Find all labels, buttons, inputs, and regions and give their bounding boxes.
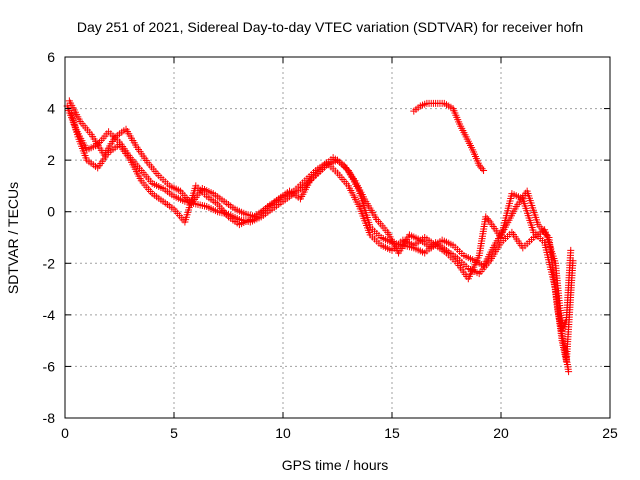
data-point xyxy=(565,368,573,376)
chart-title: Day 251 of 2021, Sidereal Day-to-day VTE… xyxy=(77,19,583,35)
data-point xyxy=(480,166,488,174)
x-tick-label: 0 xyxy=(61,425,69,441)
grid-lines xyxy=(65,57,610,418)
data-point xyxy=(482,213,490,221)
y-tick-label: -4 xyxy=(43,307,56,323)
x-tick-label: 25 xyxy=(602,425,618,441)
data-point xyxy=(477,163,485,171)
series-3 xyxy=(65,97,573,376)
x-tick-label: 10 xyxy=(275,425,291,441)
y-tick-label: 4 xyxy=(47,101,55,117)
series-4 xyxy=(410,99,488,174)
data-point xyxy=(569,257,577,265)
y-tick-label: -6 xyxy=(43,358,56,374)
x-tick-label: 5 xyxy=(170,425,178,441)
data-point xyxy=(483,215,491,223)
axis-ticks: 0 5 10 15 20 25 -8 -6 -4 -2 0 2 4 6 xyxy=(43,49,618,441)
y-tick-label: -2 xyxy=(43,255,56,271)
y-axis-label: SDTVAR / TECUs xyxy=(5,182,21,294)
data-point xyxy=(567,246,575,254)
data-point xyxy=(485,216,493,224)
y-tick-label: -8 xyxy=(43,410,56,426)
y-tick-label: 0 xyxy=(47,204,55,220)
series-1 xyxy=(63,102,575,334)
plot-frame xyxy=(64,56,611,419)
y-tick-label: 2 xyxy=(47,152,55,168)
data-point xyxy=(475,161,483,169)
data-point xyxy=(478,165,486,173)
y-tick-label: 6 xyxy=(47,49,55,65)
data-series xyxy=(63,97,577,376)
x-tick-label: 20 xyxy=(493,425,509,441)
x-tick-label: 15 xyxy=(384,425,400,441)
x-axis-label: GPS time / hours xyxy=(282,457,389,473)
